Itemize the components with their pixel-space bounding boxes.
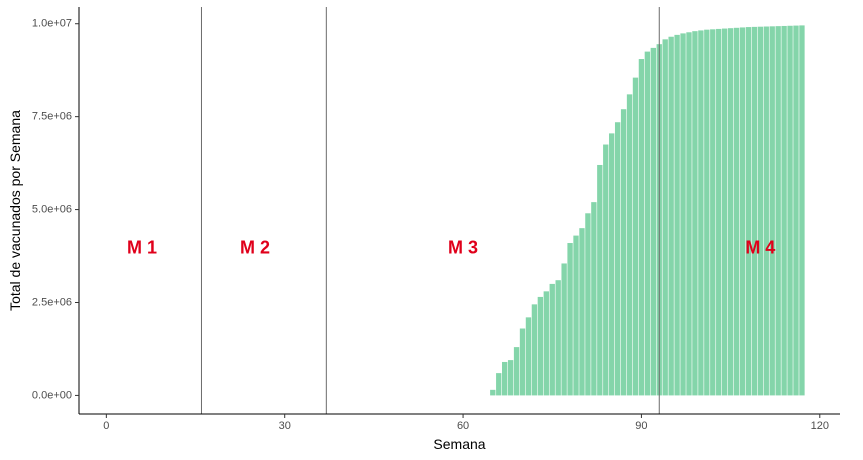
bar [716,28,722,396]
bar [549,283,555,396]
bar [555,280,561,396]
bar [490,389,496,396]
bar [733,27,740,396]
annotation-label: M 2 [240,237,270,257]
bar [721,28,728,396]
bar [751,26,758,396]
bar [561,263,567,396]
bar [632,77,639,396]
bar [668,36,674,396]
y-tick-label: 0.0e+00 [32,389,72,401]
bar [644,51,651,396]
bar [674,34,680,396]
annotations-group: M 1 M 2 M 3 M 4 [127,237,775,257]
bar [585,213,591,396]
bars-group [490,25,805,396]
bar [799,25,805,396]
bar [704,29,710,396]
bar [686,32,692,396]
bar [745,27,752,396]
bar [513,347,520,396]
y-tick-label: 2.5e+06 [32,296,72,308]
x-tick-label: 90 [635,420,647,432]
annotation-label: M 3 [448,237,478,257]
x-tick-label: 60 [457,420,469,432]
x-tick-label: 120 [811,420,829,432]
bar [543,291,549,396]
bar [591,202,597,396]
bar [626,94,633,396]
bar [507,360,514,396]
bar [614,122,621,396]
bar [680,33,686,396]
bar [739,27,746,396]
bar [757,26,764,396]
bar [620,109,627,396]
bar [502,361,508,396]
bar [787,25,793,396]
bar [597,164,603,396]
bar [781,25,787,396]
y-tick-label: 1.0e+07 [32,18,72,30]
bar [692,31,698,396]
y-tick-label: 7.5e+06 [32,111,72,123]
annotation-label: M 1 [127,237,157,257]
bar [769,26,775,396]
bar [496,373,502,396]
bar [662,39,668,396]
bar [793,25,799,396]
bar [710,29,716,396]
bar [698,30,704,396]
bar [775,26,781,396]
bar [519,328,526,396]
bar [638,59,645,396]
bar [763,26,769,396]
x-axis-title: Semana [433,436,485,452]
bar [525,317,532,396]
bar [537,296,544,396]
x-tick-label: 0 [103,420,109,432]
x-tick-label: 30 [279,420,291,432]
bar [650,47,656,396]
vertical-lines-group [200,7,660,414]
annotation-label: M 4 [745,237,775,257]
y-tick-label: 5.0e+06 [32,203,72,215]
bar [609,133,615,396]
y-axis-title: Total de vacunados por Semana [7,110,23,311]
axes-group: 0.0e+00 2.5e+06 5.0e+06 7.5e+06 1.0e+07 0 30 60… [32,7,840,432]
bar [603,144,609,396]
bar [727,28,734,396]
bar [531,304,538,396]
bar [567,243,573,396]
bar [579,228,585,396]
bar [573,235,579,396]
